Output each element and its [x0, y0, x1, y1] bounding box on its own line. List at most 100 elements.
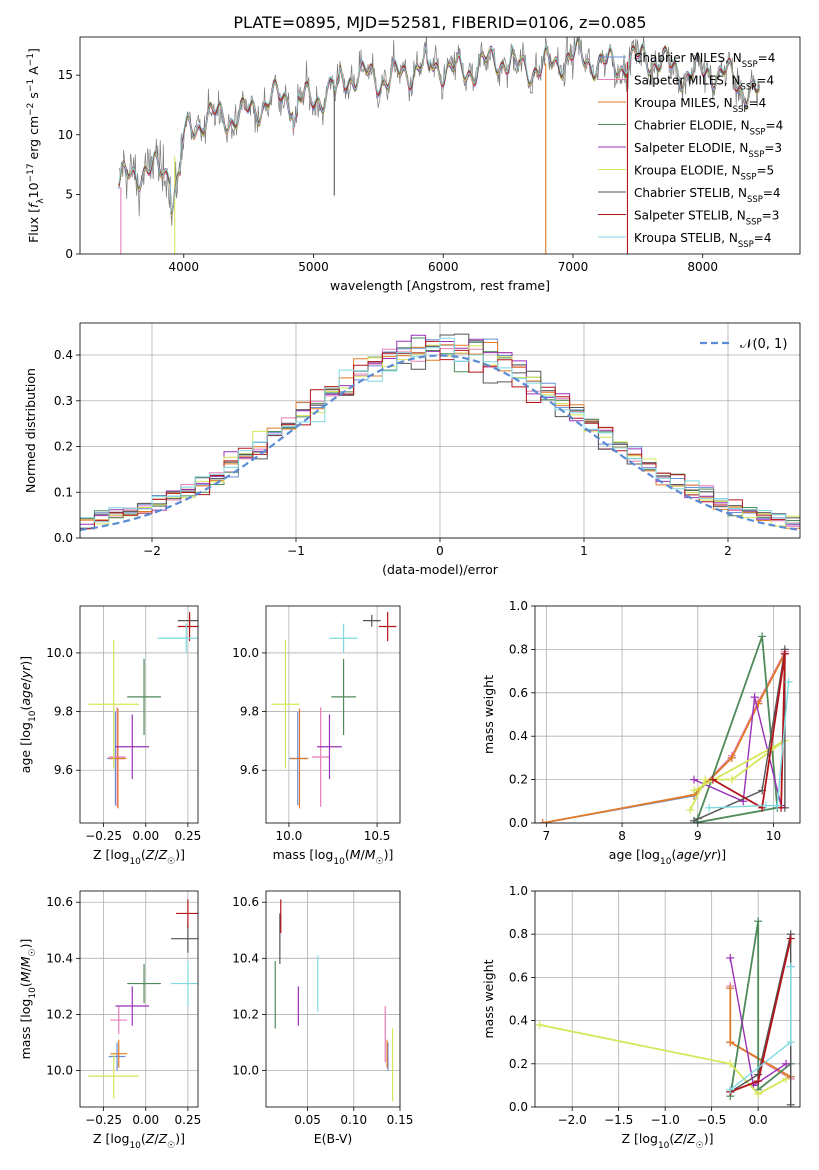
- axes-frame: [79, 322, 801, 539]
- legend-entry: 𝒩(0, 1): [740, 337, 787, 352]
- x-tick-label: 0.00: [132, 1113, 159, 1127]
- x-axis-label: Z [log10(Z/Z☉)]: [93, 1131, 185, 1151]
- panel-residual-distribution: −2 −1 0 1 2 0.0 0.1 0.2 0.3 0.4 (data-model)/error…: [23, 322, 801, 577]
- legend-subscript: SSP: [738, 240, 754, 250]
- errorbar-point: [177, 611, 198, 642]
- legend-subscript: SSP: [733, 105, 749, 115]
- plot-area: [80, 333, 800, 538]
- label-part: (: [671, 847, 676, 862]
- axes-frame: [79, 605, 199, 824]
- y-axis-label: Normed distribution: [23, 368, 38, 493]
- weight-line-salpeter-stelib: [712, 653, 786, 810]
- model-spectrum-kroupa-stelib: [118, 37, 760, 213]
- x-axis-label: (data-model)/error: [382, 562, 499, 577]
- errorbar-point: [176, 899, 198, 928]
- x-tick-label: −2: [143, 544, 161, 558]
- label-part: ☉: [167, 857, 175, 867]
- plot-area: [274, 899, 394, 1102]
- label-part: (: [141, 847, 146, 862]
- y-tick-label: 10.6: [232, 895, 259, 909]
- legend-text: Salpeter ELODIE, N: [634, 141, 748, 155]
- label-part: A: [26, 66, 41, 79]
- label-part: Z [: [93, 847, 110, 862]
- x-tick-label: −2.0: [558, 1113, 587, 1127]
- y-tick-label: 0.0: [509, 816, 528, 830]
- y-tick-label: 0.4: [509, 729, 528, 743]
- x-tick-label: 0.15: [387, 1113, 414, 1127]
- panel-mass-vs-EBV: 0.05 0.10 0.15 10.0 10.2 10.4 10.6 E(B-V): [232, 890, 414, 1146]
- errorbar-point: [317, 714, 342, 780]
- panel-weight-vs-Z: −2.0 −1.5 −1.0 −0.5 0.0 0.0 0.2 0.4 0.6 0.8 1.0 Z […: [481, 884, 801, 1151]
- label-part: ]: [709, 1131, 714, 1146]
- legend-entry: Salpeter STELIB, NSSP=3: [634, 209, 779, 228]
- weight-line-chabrier-elodie: [693, 636, 779, 823]
- plot-area: [538, 632, 793, 823]
- label-part: −1: [26, 53, 36, 66]
- label-part: /: [700, 847, 705, 862]
- label-part: age [: [18, 741, 33, 773]
- x-tick-label: 0.05: [294, 1113, 321, 1127]
- axes: −2.0 −1.5 −1.0 −0.5 0.0 0.0 0.2 0.4 0.6 0.8 1.0 Z […: [481, 884, 801, 1151]
- legend-subscript: SSP: [741, 173, 757, 183]
- legend-text: Kroupa ELODIE, N: [634, 164, 741, 178]
- weight-line-kroupa-stelib: [709, 681, 790, 809]
- x-tick-label: −0.5: [697, 1113, 726, 1127]
- label-part: M: [18, 971, 33, 982]
- label-part: ☉: [28, 948, 38, 956]
- errorbar-point: [157, 623, 198, 653]
- y-tick-label: 0.0: [509, 1100, 528, 1114]
- x-tick-label: 7000: [558, 260, 589, 274]
- legend-text: =5: [756, 164, 774, 178]
- label-part: Normed distribution: [23, 368, 38, 493]
- axes-frame: [265, 890, 401, 1108]
- y-tick-label: 5: [65, 187, 73, 201]
- label-part: age: [676, 847, 700, 862]
- legend-entry: Kroupa ELODIE, NSSP=5: [634, 164, 774, 183]
- y-tick-label: 0.2: [509, 773, 528, 787]
- y-tick-label: 1.0: [509, 884, 528, 898]
- legend-text: =4: [763, 186, 781, 200]
- label-part: 10: [658, 1141, 670, 1151]
- label-part: M: [350, 847, 361, 862]
- weight-line-kroupa-miles: [542, 653, 786, 823]
- x-tick-label: 1: [580, 544, 588, 558]
- label-part: (: [345, 847, 350, 862]
- y-tick-label: 0.8: [509, 927, 528, 941]
- label-part: age [: [609, 847, 641, 862]
- legend-subscript: SSP: [741, 83, 757, 93]
- label-part: 10: [333, 857, 345, 867]
- errorbar-point: [110, 1039, 128, 1068]
- errorbar-point: [108, 707, 126, 807]
- label-part: ]: [180, 847, 185, 862]
- legend-text: =4: [758, 51, 776, 65]
- x-tick-label: 0.25: [175, 829, 202, 843]
- axes: 4000 5000 6000 7000 8000 0 5 10 15 wavelength [An…: [26, 36, 801, 293]
- x-tick-label: 7: [543, 829, 551, 843]
- label-part: ☉: [167, 1141, 175, 1151]
- legend-text: Kroupa MILES, N: [634, 96, 733, 110]
- legend-text: Chabrier ELODIE, N: [634, 119, 750, 133]
- label-part: Z: [686, 1131, 696, 1146]
- y-tick-label: 10.6: [46, 895, 73, 909]
- figure-title: PLATE=0895, MJD=52581, FIBERID=0106, z=0…: [233, 13, 646, 32]
- x-axis-label: wavelength [Angstrom, rest frame]: [330, 278, 550, 293]
- x-tick-label: −0.25: [85, 1113, 122, 1127]
- legend: 𝒩(0, 1): [700, 337, 787, 352]
- gridlines: [266, 891, 401, 1107]
- x-tick-label: 2: [724, 544, 732, 558]
- x-tick-label: 10.5: [364, 829, 391, 843]
- legend-text: =3: [764, 141, 782, 155]
- legend-entry: Chabrier MILES, NSSP=4: [634, 51, 775, 70]
- legend-text: Salpeter STELIB, N: [634, 209, 746, 223]
- y-tick-label: 0.2: [54, 440, 73, 454]
- label-part: −17: [26, 163, 36, 182]
- legend-text: =4: [749, 96, 767, 110]
- errorbar-point: [329, 623, 358, 653]
- label-part: ]: [26, 48, 41, 53]
- errorbar-point: [115, 986, 150, 1026]
